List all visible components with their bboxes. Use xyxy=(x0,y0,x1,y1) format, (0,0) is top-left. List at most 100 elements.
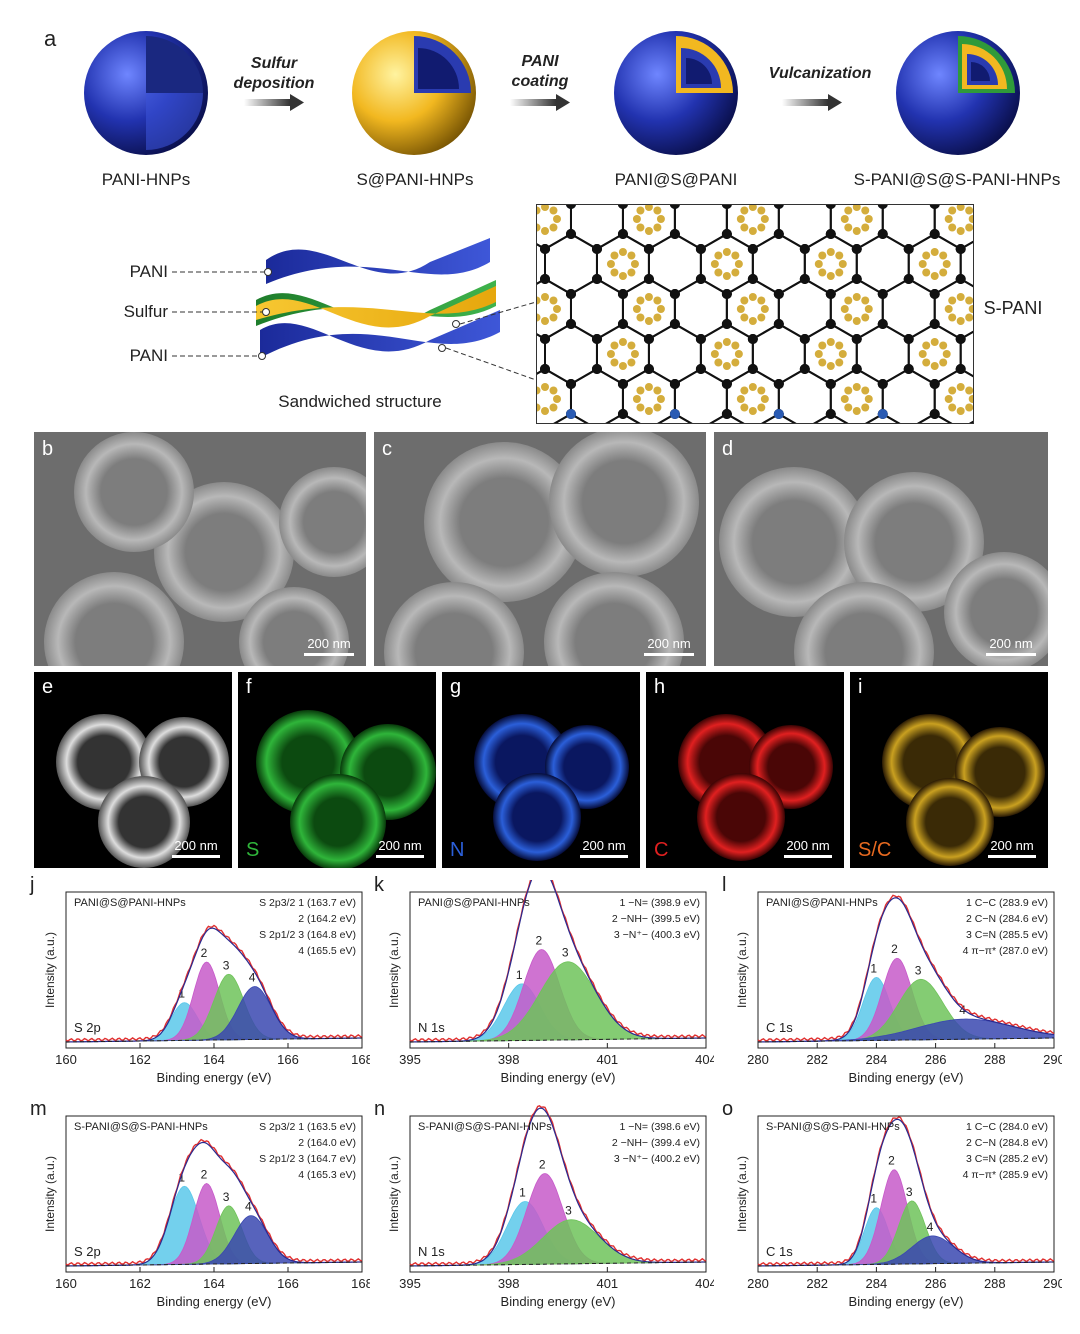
legend-entry: 4 π−π* (287.0 eV) xyxy=(963,945,1048,957)
x-tick-label: 290 xyxy=(1043,1276,1062,1291)
arrow-vulcanization xyxy=(782,99,828,106)
panel-label: a xyxy=(44,26,57,51)
peak-label-4: 4 xyxy=(959,1003,966,1017)
sem-panel-c: c 200 nm xyxy=(374,432,706,666)
scale-bar: 200 nm xyxy=(988,838,1036,858)
sc-overlay-map xyxy=(882,714,1045,866)
caption-pani-s-pani: PANI@S@PANI xyxy=(614,170,738,189)
core-level: S 2p xyxy=(74,1020,101,1035)
x-tick-label: 284 xyxy=(866,1052,888,1067)
baseline xyxy=(757,1037,1055,1043)
legend-entry: 2 (164.2 eV) xyxy=(298,913,356,925)
peak-label-4: 4 xyxy=(245,1200,252,1214)
x-tick-label: 401 xyxy=(596,1276,618,1291)
sphere-pani-hnps xyxy=(84,31,208,155)
sample-name: S-PANI@S@S-PANI-HNPs xyxy=(418,1121,552,1133)
arrow-label-1: Sulfur deposition xyxy=(233,55,315,92)
legend-entry: 2 C−N (284.6 eV) xyxy=(966,913,1048,925)
s-pani-network-box xyxy=(536,204,974,424)
peak-label-3: 3 xyxy=(562,946,569,960)
legend-entry: 1 −N= (398.6 eV) xyxy=(619,1121,700,1133)
network-label: S-PANI xyxy=(983,298,1043,318)
sandwich-layers xyxy=(172,238,537,381)
sample-name: S-PANI@S@S-PANI-HNPs xyxy=(74,1121,208,1133)
arrow-label-3: Vulcanization xyxy=(768,65,872,82)
arrow-sulfur-deposition xyxy=(244,99,290,106)
legend-entry: 4 (165.3 eV) xyxy=(298,1169,356,1181)
peak-label-4: 4 xyxy=(249,971,256,985)
x-axis-label: Binding energy (eV) xyxy=(501,1070,616,1085)
sem-image xyxy=(719,467,1048,666)
legend-entry: 1 C−C (283.9 eV) xyxy=(966,897,1048,909)
panel-label: d xyxy=(722,438,734,460)
panel-label: m xyxy=(30,1098,47,1120)
x-tick-label: 401 xyxy=(596,1052,618,1067)
legend-entry: 2 −NH− (399.4 eV) xyxy=(612,1137,700,1149)
x-tick-label: 160 xyxy=(55,1276,77,1291)
y-axis-label: Intensity (a.u.) xyxy=(735,932,749,1008)
panel-label: f xyxy=(246,676,252,698)
legend-entry: 1 −N= (398.9 eV) xyxy=(619,897,700,909)
raw-spectrum xyxy=(65,1138,363,1267)
layer-label-bottom: PANI xyxy=(129,346,168,365)
layer-label-top: PANI xyxy=(129,262,168,281)
plot-frame xyxy=(409,891,707,1049)
core-level: N 1s xyxy=(418,1244,445,1259)
peak-label-1: 1 xyxy=(870,961,877,975)
peak-label-1: 1 xyxy=(516,968,523,982)
legend-entry: 3 C=N (285.5 eV) xyxy=(966,929,1048,941)
legend-entry: S 2p1/2 3 (164.7 eV) xyxy=(259,1153,356,1165)
x-tick-label: 162 xyxy=(129,1276,151,1291)
legend-entry: S 2p3/2 1 (163.7 eV) xyxy=(259,897,356,909)
raw-spectrum xyxy=(409,865,707,1043)
scale-bar: 200 nm xyxy=(580,838,628,858)
sphere-s-pani-hnps xyxy=(352,31,476,155)
peak-label-2: 2 xyxy=(536,934,543,948)
scale-bar: 200 nm xyxy=(986,636,1036,656)
x-tick-label: 286 xyxy=(925,1052,947,1067)
x-tick-label: 166 xyxy=(277,1276,299,1291)
layer-label-middle: Sulfur xyxy=(123,302,168,321)
y-axis-label: Intensity (a.u.) xyxy=(43,1156,57,1232)
peak-label-2: 2 xyxy=(891,942,898,956)
peak-label-3: 3 xyxy=(565,1204,572,1218)
scale-bar: 200 nm xyxy=(644,636,694,656)
plot-frame xyxy=(409,1115,707,1273)
haadf-image xyxy=(56,714,229,868)
x-tick-label: 168 xyxy=(351,1052,370,1067)
map-panel-i: i S/C 200 nm xyxy=(850,672,1048,868)
sandwich-caption: Sandwiched structure xyxy=(278,392,442,411)
panel-label: c xyxy=(382,438,392,460)
xps-panel-k: 1 2 3 395 398 401 404 Binding energy (eV) Intens… xyxy=(374,865,717,1103)
peak-label-2: 2 xyxy=(201,1167,208,1181)
panel-label: j xyxy=(30,874,35,896)
peak-label-3: 3 xyxy=(915,963,922,977)
xps-chart: 12 3 4 280 282 284 286 288 290 Binding energy (eV… xyxy=(735,891,1065,1085)
xps-panel-l: 1 2 3 4 280 282 284 286 288 290 Binding energy (eV… xyxy=(722,874,1065,1103)
x-tick-label: 164 xyxy=(203,1052,225,1067)
peak-label-3: 3 xyxy=(223,958,230,972)
legend-entry: S 2p1/2 3 (164.8 eV) xyxy=(259,929,356,941)
xps-panel-m: 1 2 3 4 160 162 164 166 168 Binding energy (eV) In… xyxy=(30,1098,373,1327)
legend-entry: 2 (164.0 eV) xyxy=(298,1137,356,1149)
x-tick-label: 282 xyxy=(806,1052,828,1067)
x-axis-label: Binding energy (eV) xyxy=(501,1294,616,1309)
x-tick-label: 282 xyxy=(806,1276,828,1291)
element-label: S xyxy=(246,839,260,861)
peak-label-1: 1 xyxy=(178,1170,185,1184)
caption-s-pani-s-s-pani: S-PANI@S@S-PANI-HNPs xyxy=(853,170,1061,189)
element-label: C xyxy=(654,839,669,861)
peak-label-1: 1 xyxy=(870,1192,877,1206)
legend-entry: 2 C−N (284.8 eV) xyxy=(966,1137,1048,1149)
plot-frame xyxy=(757,891,1055,1049)
sem-image xyxy=(384,432,699,666)
x-tick-label: 168 xyxy=(351,1276,370,1291)
map-panel-e: e 200 nm xyxy=(34,672,232,868)
xps-panel-o: 1 2 3 4 280 282 284 286 288 290 Binding energy (eV… xyxy=(722,1098,1065,1327)
panel-label: k xyxy=(374,874,384,896)
panel-label: g xyxy=(450,676,462,698)
scale-bar: 200 nm xyxy=(376,838,424,858)
raw-spectrum xyxy=(757,894,1055,1043)
x-tick-label: 162 xyxy=(129,1052,151,1067)
arrow-pani-coating xyxy=(510,99,556,106)
